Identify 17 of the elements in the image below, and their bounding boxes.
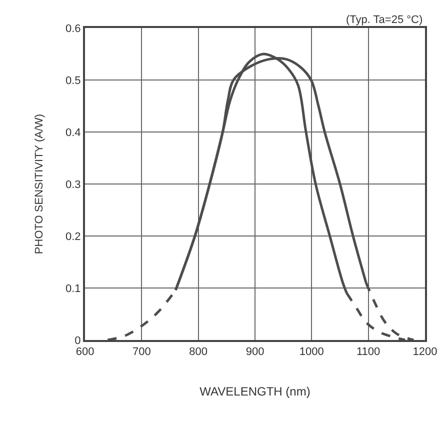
y-tick-label: 0.3 [66,178,81,191]
y-tick-label: 0.6 [66,22,81,35]
x-tick-label: 1100 [356,346,380,358]
x-tick-label: 1000 [299,346,324,358]
y-axis-title: PHOTO SENSITIVITY (A/W) [34,114,46,254]
y-tick-label: 0 [74,334,81,347]
y-tick-label: 0.2 [66,230,81,243]
text: (Typ. Ta=25 °C) [346,14,423,26]
y-tick-label: 0.5 [66,74,81,87]
y-tick-label: 0.1 [66,282,81,295]
x-tick-label: 800 [189,346,208,358]
x-tick-label: 1200 [412,346,438,358]
x-tick-label: 600 [76,346,94,358]
x-tick-label: 900 [246,346,264,358]
x-tick-label: 700 [132,346,151,358]
y-tick-label: 0.4 [66,126,81,139]
x-axis-title: WAVELENGTH (nm) [200,384,310,399]
